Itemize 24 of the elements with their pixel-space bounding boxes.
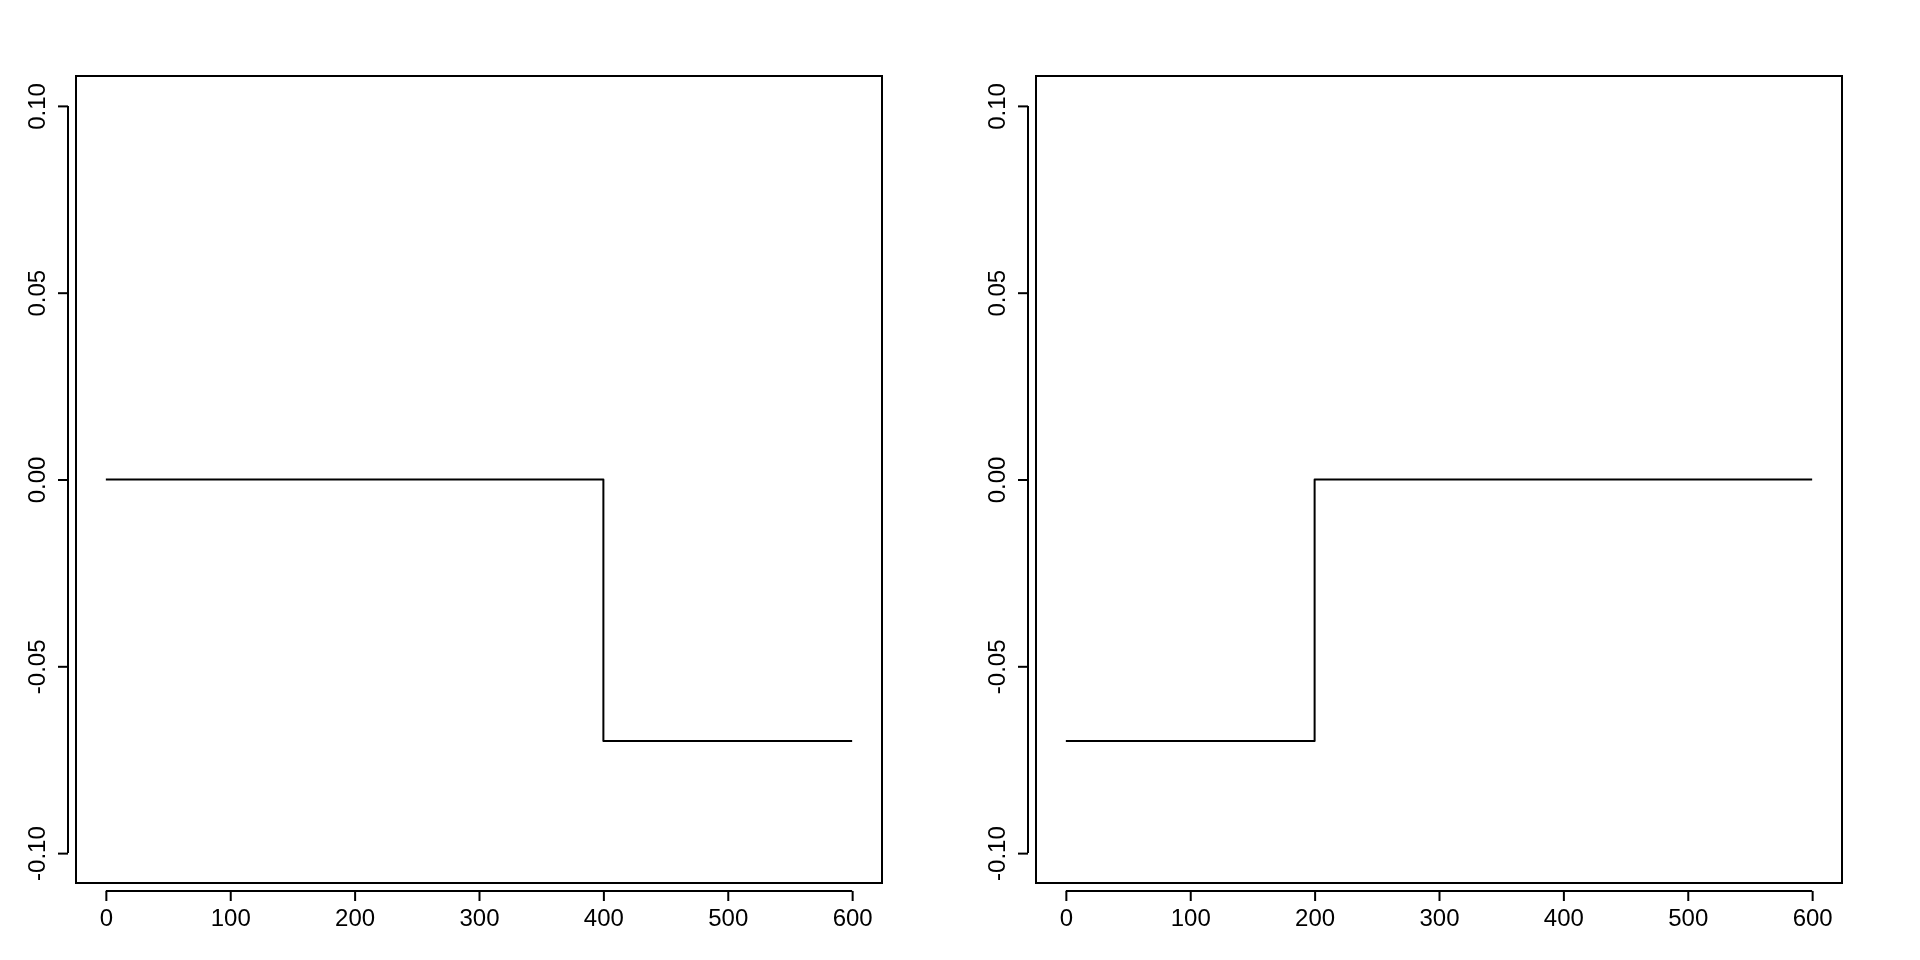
x-tick-label: 600 xyxy=(1792,904,1833,932)
x-tick-label: 100 xyxy=(210,904,251,932)
x-tick-label: 0 xyxy=(1059,904,1074,932)
y-tick-label: 0.10 xyxy=(22,83,50,130)
x-tick-label: 200 xyxy=(335,904,376,932)
y-tick-label: 0.05 xyxy=(22,269,50,317)
x-tick-label: 300 xyxy=(1419,904,1460,932)
x-tick-label: 400 xyxy=(1543,904,1584,932)
y-tick-label: 0.10 xyxy=(982,83,1010,130)
x-tick-label: 600 xyxy=(832,904,873,932)
x-tick-label: 500 xyxy=(1668,904,1709,932)
x-tick-label: 0 xyxy=(99,904,114,932)
x-tick-label: 200 xyxy=(1295,904,1336,932)
y-tick-label: 0.00 xyxy=(982,456,1010,504)
y-tick-label: -0.10 xyxy=(982,826,1010,881)
y-tick-label: -0.05 xyxy=(22,639,50,695)
y-tick-label: -0.10 xyxy=(22,826,50,881)
y-tick-label: -0.05 xyxy=(982,639,1010,695)
y-tick-label: 0.05 xyxy=(982,269,1010,317)
x-tick-label: 300 xyxy=(459,904,500,932)
x-tick-label: 100 xyxy=(1170,904,1211,932)
y-tick-label: 0.00 xyxy=(22,456,50,504)
x-tick-label: 500 xyxy=(708,904,749,932)
x-tick-label: 400 xyxy=(583,904,624,932)
